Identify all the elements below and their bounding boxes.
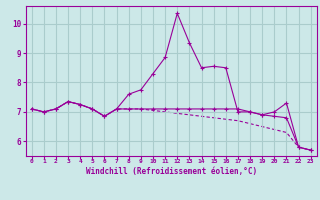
X-axis label: Windchill (Refroidissement éolien,°C): Windchill (Refroidissement éolien,°C) <box>86 167 257 176</box>
